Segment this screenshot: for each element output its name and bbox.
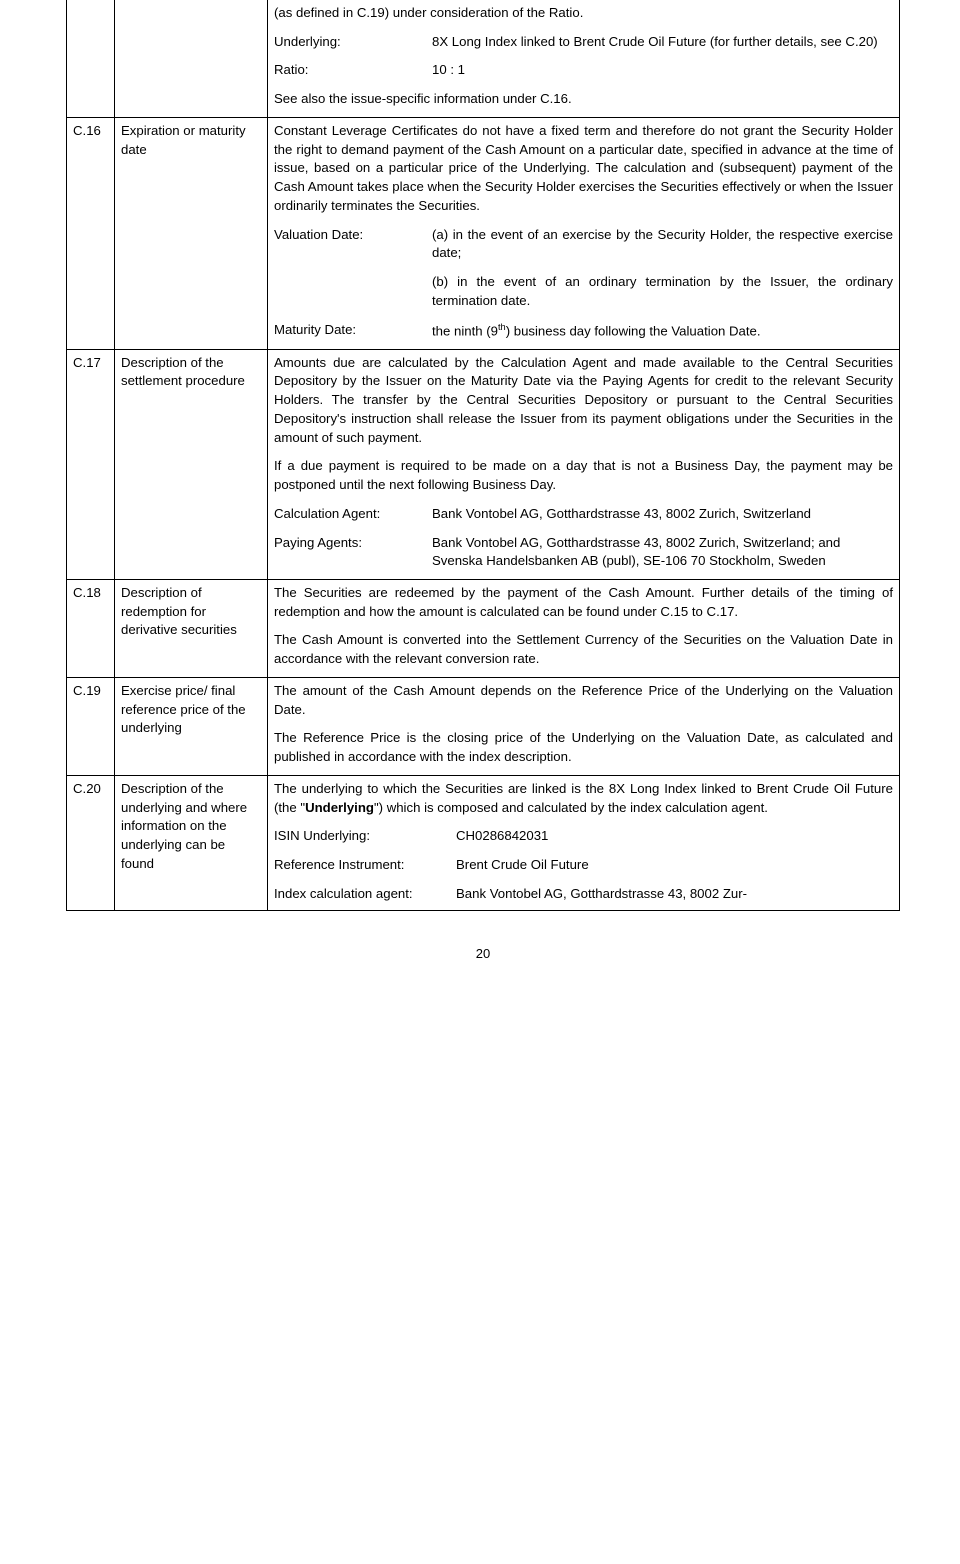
cell-code: C.20 (67, 775, 115, 910)
c19-p2: The Reference Price is the closing price… (274, 729, 893, 766)
row-c16: C.16 Expiration or maturity date Constan… (67, 117, 900, 349)
cell-label: Exercise price/ final reference price of… (115, 677, 268, 775)
paying-agents-label: Paying Agents: (274, 534, 432, 571)
ratio-value: 10 : 1 (432, 61, 893, 80)
cell-body: (as defined in C.19) under consideration… (268, 0, 900, 117)
c20-para: The underlying to which the Securities a… (274, 780, 893, 817)
cell-code: C.16 (67, 117, 115, 349)
kv-valuation-date: Valuation Date: (a) in the event of an e… (274, 226, 893, 263)
cell-body: Amounts due are calculated by the Calcul… (268, 349, 900, 579)
underlying-value: 8X Long Index linked to Brent Crude Oil … (432, 33, 893, 52)
kv-valuation-date-b: (b) in the event of an ordinary terminat… (274, 273, 893, 310)
kv-underlying: Underlying: 8X Long Index linked to Bren… (274, 33, 893, 52)
maturity-date-value: the ninth (9th) business day following t… (432, 321, 893, 341)
kv-calc-agent: Calculation Agent: Bank Vontobel AG, Got… (274, 505, 893, 524)
cell-label (115, 0, 268, 117)
cell-body: Constant Leverage Certificates do not ha… (268, 117, 900, 349)
isin-label: ISIN Underlying: (274, 827, 456, 846)
ref-value: Brent Crude Oil Future (456, 856, 893, 875)
valuation-date-a: (a) in the event of an exercise by the S… (432, 226, 893, 263)
c19-p1: The amount of the Cash Amount depends on… (274, 682, 893, 719)
mdate-post: ) business day following the Valuation D… (506, 323, 761, 338)
idx-value: Bank Vontobel AG, Gotthardstrasse 43, 80… (456, 885, 893, 904)
kv-ratio: Ratio: 10 : 1 (274, 61, 893, 80)
row-c17: C.17 Description of the settlement proce… (67, 349, 900, 579)
c18-p2: The Cash Amount is converted into the Se… (274, 631, 893, 668)
seealso-text: See also the issue-specific information … (274, 90, 893, 109)
summary-table: (as defined in C.19) under consideration… (66, 0, 900, 911)
kv-ref-instrument: Reference Instrument: Brent Crude Oil Fu… (274, 856, 893, 875)
paying-agents-value: Bank Vontobel AG, Gotthardstrasse 43, 80… (432, 534, 893, 571)
ratio-label: Ratio: (274, 61, 432, 80)
c17-p1: Amounts due are calculated by the Calcul… (274, 354, 893, 448)
cell-body: The amount of the Cash Amount depends on… (268, 677, 900, 775)
cell-label: Expiration or maturity date (115, 117, 268, 349)
row-continuation: (as defined in C.19) under consideration… (67, 0, 900, 117)
calc-agent-value: Bank Vontobel AG, Gotthardstrasse 43, 80… (432, 505, 893, 524)
mdate-sup: th (498, 322, 506, 332)
cell-label: Description of redemption for derivative… (115, 580, 268, 678)
ref-label: Reference Instrument: (274, 856, 456, 875)
row-c19: C.19 Exercise price/ final reference pri… (67, 677, 900, 775)
row-c18: C.18 Description of redemption for deriv… (67, 580, 900, 678)
cell-code: C.19 (67, 677, 115, 775)
c16-para: Constant Leverage Certificates do not ha… (274, 122, 893, 216)
cell-body: The underlying to which the Securities a… (268, 775, 900, 910)
spacer (274, 273, 432, 310)
page-number: 20 (66, 945, 900, 963)
mdate-pre: the ninth (9 (432, 323, 498, 338)
cell-code: C.18 (67, 580, 115, 678)
idx-label: Index calculation agent: (274, 885, 456, 904)
cell-code: C.17 (67, 349, 115, 579)
page: (as defined in C.19) under consideration… (0, 0, 960, 993)
isin-value: CH0286842031 (456, 827, 893, 846)
row-c20: C.20 Description of the underlying and w… (67, 775, 900, 910)
cell-label: Description of the settlement procedure (115, 349, 268, 579)
kv-index-agent: Index calculation agent: Bank Vontobel A… (274, 885, 893, 904)
maturity-date-label: Maturity Date: (274, 321, 432, 341)
kv-maturity-date: Maturity Date: the ninth (9th) business … (274, 321, 893, 341)
kv-isin: ISIN Underlying: CH0286842031 (274, 827, 893, 846)
cell-label: Description of the underlying and where … (115, 775, 268, 910)
valuation-date-b: (b) in the event of an ordinary terminat… (432, 273, 893, 310)
c18-p1: The Securities are redeemed by the payme… (274, 584, 893, 621)
calc-agent-label: Calculation Agent: (274, 505, 432, 524)
c20-post: ") which is composed and calculated by t… (374, 800, 768, 815)
valuation-date-label: Valuation Date: (274, 226, 432, 263)
c20-bold: Underlying (305, 800, 374, 815)
intro-text: (as defined in C.19) under consideration… (274, 4, 893, 23)
cell-body: The Securities are redeemed by the payme… (268, 580, 900, 678)
kv-paying-agents: Paying Agents: Bank Vontobel AG, Gotthar… (274, 534, 893, 571)
underlying-label: Underlying: (274, 33, 432, 52)
c17-p2: If a due payment is required to be made … (274, 457, 893, 494)
cell-code (67, 0, 115, 117)
